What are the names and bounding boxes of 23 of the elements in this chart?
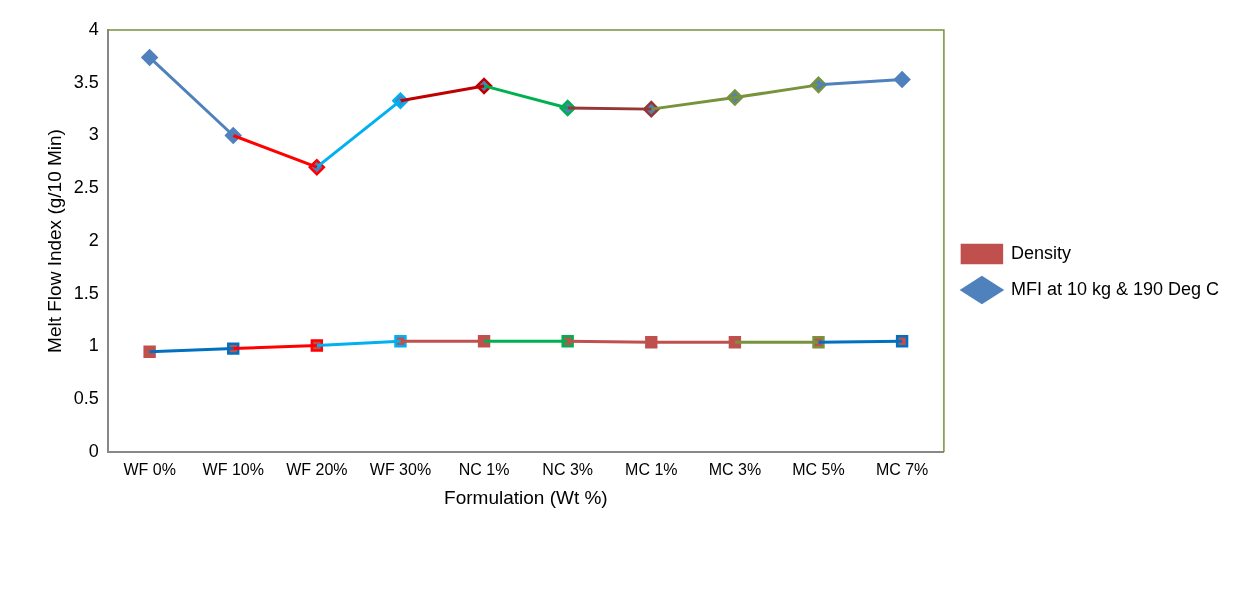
y-tick-label: 3.5	[73, 71, 99, 92]
y-tick-label: 4	[88, 18, 99, 39]
x-tick-label: MC 5%	[792, 461, 845, 479]
y-tick-label: 2	[88, 229, 99, 250]
legend-label: Density	[1010, 242, 1071, 263]
x-tick-label: WF 30%	[369, 461, 432, 479]
y-tick-label: 3	[88, 124, 99, 145]
y-tick-label: 0	[88, 440, 99, 461]
x-tick-label: NC 1%	[458, 461, 510, 479]
legend-label: MFI at 10 kg & 190 Deg C	[1010, 278, 1220, 299]
x-tick-label: WF 0%	[123, 461, 176, 479]
x-tick-label: NC 3%	[542, 461, 594, 479]
x-axis-title: Formulation (Wt %)	[444, 486, 608, 508]
x-tick-label: MC 1%	[625, 461, 678, 479]
x-tick-label: MC 7%	[875, 461, 929, 479]
y-tick-label: 1.5	[73, 282, 99, 303]
y-tick-label: 1	[88, 335, 99, 356]
x-tick-label: WF 10%	[202, 461, 264, 479]
y-tick-label: 2.5	[73, 177, 99, 198]
x-tick-label: WF 20%	[286, 461, 348, 479]
y-axis-title: Melt Flow Index (g/10 Min)	[43, 129, 65, 353]
y-tick-label: 0.5	[73, 388, 99, 409]
x-tick-label: MC 3%	[708, 461, 762, 479]
